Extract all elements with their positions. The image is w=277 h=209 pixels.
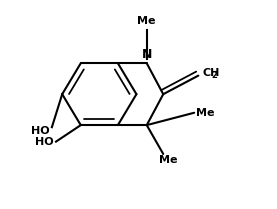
Text: Me: Me: [196, 108, 215, 118]
Text: HO: HO: [35, 137, 54, 147]
Text: 2: 2: [212, 71, 218, 80]
Text: N: N: [142, 48, 152, 61]
Text: Me: Me: [159, 155, 178, 165]
Text: Me: Me: [137, 16, 156, 26]
Text: HO: HO: [31, 126, 50, 136]
Text: CH: CH: [202, 68, 220, 78]
